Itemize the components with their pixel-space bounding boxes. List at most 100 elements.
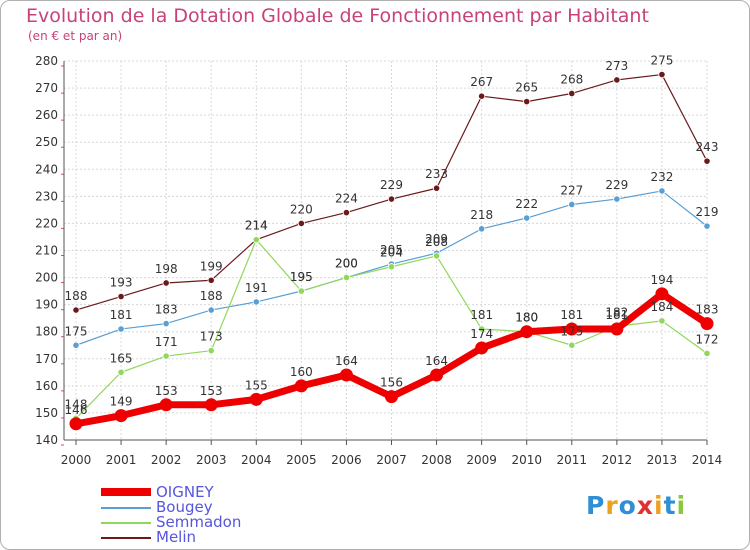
data-point-oigney	[204, 398, 218, 412]
data-point-melin	[72, 306, 80, 314]
x-tick-label: 2003	[196, 453, 227, 467]
data-point-melin	[207, 276, 215, 284]
y-tick-label: 190	[35, 298, 58, 312]
data-label-semmadon: 180	[515, 311, 538, 325]
x-tick-label: 2014	[692, 453, 723, 467]
x-tick-label: 2005	[286, 453, 317, 467]
legend-swatch-bougey	[101, 507, 151, 509]
y-tick-label: 160	[35, 379, 58, 393]
data-point-oigney	[700, 317, 714, 331]
data-label-melin: 199	[200, 259, 223, 273]
data-label-melin: 267	[470, 75, 493, 89]
data-point-oigney	[475, 341, 489, 355]
data-label-melin: 265	[515, 81, 538, 95]
data-label-semmadon: 173	[200, 330, 223, 344]
data-label-oigney: 194	[650, 273, 673, 287]
data-label-bougey: 181	[110, 308, 133, 322]
x-tick-label: 2013	[647, 453, 678, 467]
data-point-semmadon	[432, 252, 441, 260]
data-point-oigney	[655, 287, 669, 301]
data-label-bougey: 205	[380, 243, 403, 257]
data-label-semmadon: 172	[696, 332, 719, 346]
data-label-semmadon: 184	[650, 300, 673, 314]
data-point-semmadon	[658, 317, 666, 325]
data-label-melin: 198	[155, 262, 178, 276]
logo-letter: i	[654, 491, 664, 520]
x-tick-label: 2004	[241, 453, 272, 467]
data-label-semmadon: 214	[245, 219, 268, 233]
chart-subtitle: (en € et par an)	[28, 29, 123, 43]
data-point-oigney	[520, 325, 534, 339]
data-label-melin: 233	[425, 167, 448, 181]
data-label-oigney: 180	[515, 311, 538, 325]
data-label-bougey: 227	[560, 183, 583, 197]
x-tick-label: 2010	[511, 453, 542, 467]
data-label-bougey: 219	[696, 205, 719, 219]
x-tick-label: 2009	[466, 453, 497, 467]
data-point-bougey	[72, 341, 80, 349]
y-tick-label: 270	[35, 81, 58, 95]
data-label-melin: 220	[290, 202, 313, 216]
data-label-oigney: 181	[605, 308, 628, 322]
data-label-bougey: 195	[290, 270, 313, 284]
axes: 140 150 160 170 180 190 200 210 220 230 240 250 260 2…	[35, 54, 722, 467]
data-point-semmadon	[207, 347, 215, 355]
y-tick-label: 170	[35, 352, 58, 366]
y-tick-label: 210	[35, 244, 58, 258]
data-label-semmadon: 148	[65, 397, 88, 411]
data-point-oigney	[159, 398, 173, 412]
data-label-bougey: 183	[155, 303, 178, 317]
data-label-bougey: 222	[515, 197, 538, 211]
data-label-melin: 243	[696, 140, 719, 154]
data-point-bougey	[523, 214, 531, 222]
data-label-melin: 229	[380, 178, 403, 192]
data-point-semmadon	[703, 349, 711, 357]
data-point-melin	[523, 98, 531, 106]
data-point-melin	[162, 279, 170, 287]
data-point-oigney	[249, 392, 263, 406]
data-point-oigney	[69, 417, 83, 431]
data-point-oigney	[114, 409, 128, 423]
data-label-oigney: 153	[200, 384, 223, 398]
data-point-bougey	[162, 319, 170, 328]
data-point-melin	[387, 195, 396, 203]
data-point-oigney	[385, 390, 398, 404]
legend-label-melin: Melin	[156, 528, 197, 546]
data-point-melin	[613, 76, 621, 84]
y-tick-label: 140	[35, 433, 58, 447]
data-label-oigney: 181	[560, 308, 583, 322]
data-point-oigney	[565, 322, 579, 336]
data-label-semmadon: 182	[605, 305, 628, 319]
data-label-semmadon: 200	[335, 257, 358, 271]
data-point-oigney	[610, 322, 624, 336]
data-label-bougey: 188	[200, 289, 223, 303]
data-point-melin	[297, 219, 305, 228]
legend-label-semmadon: Semmadon	[156, 513, 242, 531]
legend-swatch-melin	[101, 537, 151, 539]
data-point-semmadon	[387, 263, 396, 271]
data-label-bougey: 209	[425, 232, 448, 246]
data-point-melin	[703, 157, 711, 165]
x-tick-label: 2011	[557, 453, 588, 467]
data-label-melin: 224	[335, 192, 358, 206]
data-label-bougey: 229	[605, 178, 628, 192]
data-label-bougey: 191	[245, 281, 268, 295]
data-label-semmadon: 165	[110, 351, 133, 365]
data-point-bougey	[207, 306, 215, 314]
data-point-melin	[568, 89, 576, 98]
data-point-melin	[117, 292, 125, 301]
data-label-oigney: 160	[290, 365, 313, 379]
data-point-semmadon	[297, 287, 305, 295]
logo-letter: o	[618, 491, 637, 520]
legend-label-oigney: OIGNEY	[156, 483, 214, 501]
data-point-semmadon	[478, 325, 486, 333]
logo-letter: x	[636, 491, 654, 520]
data-point-semmadon	[117, 368, 125, 376]
data-labels: 188 193 198 199 214 220 224 229 233 267 265 268 273 2…	[65, 54, 719, 417]
chart-title: Evolution de la Dotation Globale de Fonc…	[26, 5, 649, 27]
data-label-bougey: 200	[335, 257, 358, 271]
data-point-oigney	[339, 368, 353, 382]
data-label-oigney: 164	[425, 354, 448, 368]
